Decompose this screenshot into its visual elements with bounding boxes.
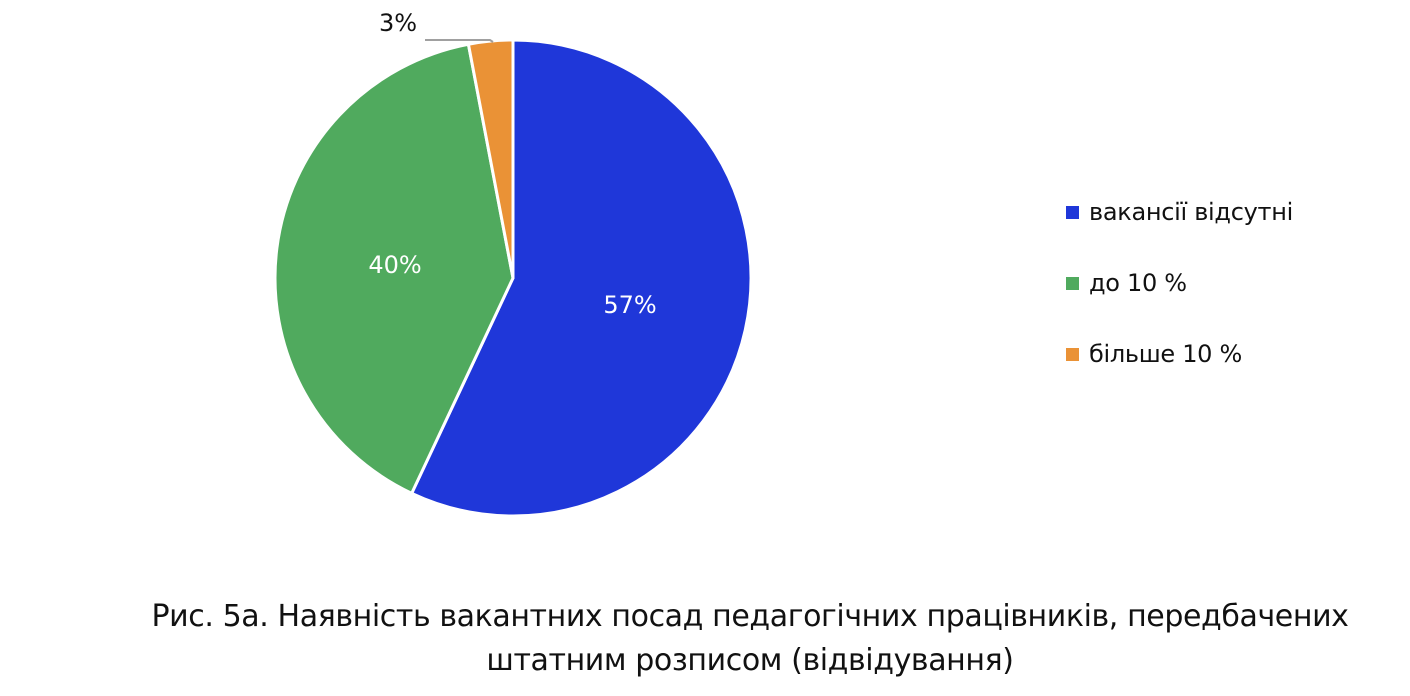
- legend-swatch-blue: [1066, 205, 1079, 219]
- legend-swatch-green: [1066, 276, 1079, 290]
- pie-slice-up-to-10: [273, 42, 515, 495]
- legend-label: більше 10 %: [1089, 340, 1242, 368]
- legend-label: до 10 %: [1089, 269, 1187, 297]
- legend-item-over-10: більше 10 %: [1066, 338, 1293, 370]
- legend-item-up-to-10: до 10 %: [1066, 267, 1293, 299]
- caption-line-2: штатним розписом (відвідування): [486, 643, 1014, 678]
- legend-item-no-vacancies: вакансії відсутні: [1066, 196, 1293, 228]
- data-label-over-10: 3%: [379, 9, 417, 37]
- leader-line: [425, 39, 494, 43]
- legend-label: вакансії відсутні: [1089, 198, 1293, 226]
- pie-chart: 57% 40% 3%: [273, 9, 753, 518]
- figure-caption: Рис. 5а. Наявність вакантних посад педаг…: [100, 595, 1400, 683]
- legend-swatch-orange: [1066, 347, 1079, 361]
- chart-legend: вакансії відсутні до 10 % більше 10 %: [1066, 196, 1293, 409]
- data-label-up-to-10: 40%: [368, 251, 421, 279]
- data-label-no-vacancies: 57%: [603, 291, 656, 319]
- pie-slice-no-vacancies: [410, 38, 753, 518]
- caption-line-1: Рис. 5а. Наявність вакантних посад педаг…: [151, 599, 1349, 634]
